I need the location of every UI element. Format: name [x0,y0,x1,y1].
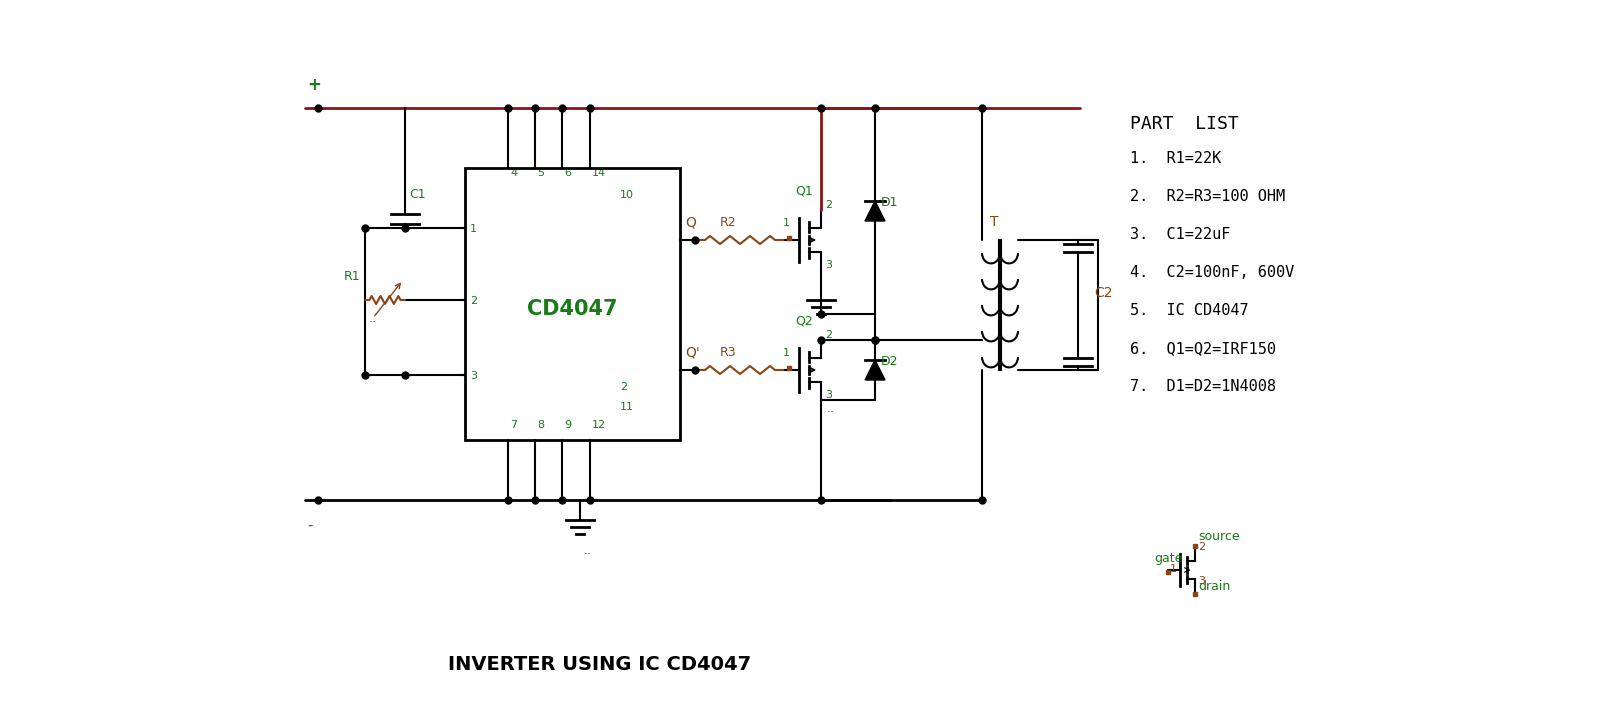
Text: 7: 7 [510,420,517,430]
Text: 14: 14 [592,168,606,178]
Text: +: + [307,76,322,94]
Text: 3: 3 [470,371,477,381]
Polygon shape [866,360,885,380]
Text: ..: .. [370,312,378,325]
Text: 6: 6 [563,168,571,178]
Text: 10: 10 [621,190,634,200]
Text: 2.  R2=R3=100 OHM: 2. R2=R3=100 OHM [1130,189,1285,204]
Text: source: source [1198,530,1240,543]
Text: 11: 11 [621,402,634,412]
Text: 3: 3 [1198,576,1205,586]
Text: 1.  R1=22K: 1. R1=22K [1130,151,1221,166]
Text: 7.  D1=D2=1N4008: 7. D1=D2=1N4008 [1130,379,1277,394]
Text: drain: drain [1198,580,1230,593]
Text: 9: 9 [563,420,571,430]
Text: 5.  IC CD4047: 5. IC CD4047 [1130,303,1248,318]
Bar [466,168,680,440]
Text: Q': Q' [685,345,699,359]
Text: T: T [990,215,998,229]
Text: Q: Q [685,215,696,229]
Text: Q1: Q1 [795,184,813,197]
Text: R2: R2 [720,216,736,229]
Text: 4: 4 [510,168,517,178]
Text: 2: 2 [826,200,832,210]
Text: 4.  C2=100nF, 600V: 4. C2=100nF, 600V [1130,265,1294,280]
Text: 1: 1 [1170,564,1178,574]
Text: 2: 2 [470,296,477,306]
Text: D1: D1 [882,196,899,209]
Text: ..: .. [827,402,835,415]
Text: 3.  C1=22uF: 3. C1=22uF [1130,227,1230,242]
Text: -: - [307,518,312,533]
Text: 6.  Q1=Q2=IRF150: 6. Q1=Q2=IRF150 [1130,341,1277,356]
Text: 1: 1 [470,224,477,234]
Text: 2: 2 [621,382,627,392]
Text: 8: 8 [538,420,544,430]
Text: 1: 1 [782,348,790,358]
Text: CD4047: CD4047 [528,299,618,319]
Text: C2: C2 [1094,286,1112,300]
Text: 12: 12 [592,420,606,430]
Text: C1: C1 [410,188,426,201]
Polygon shape [866,201,885,221]
Text: D2: D2 [882,355,899,368]
Text: 3: 3 [826,390,832,400]
Text: 2: 2 [826,330,832,340]
Text: 2: 2 [1198,542,1205,552]
Text: ..: .. [584,544,592,557]
Text: 1: 1 [782,218,790,228]
Text: R1: R1 [344,270,360,283]
Text: INVERTER USING IC CD4047: INVERTER USING IC CD4047 [448,654,752,673]
Text: PART  LIST: PART LIST [1130,115,1238,133]
Text: R3: R3 [720,346,736,359]
Text: gate: gate [1154,552,1182,565]
Text: Q2: Q2 [795,314,813,327]
Text: 5: 5 [538,168,544,178]
Text: 3: 3 [826,260,832,270]
